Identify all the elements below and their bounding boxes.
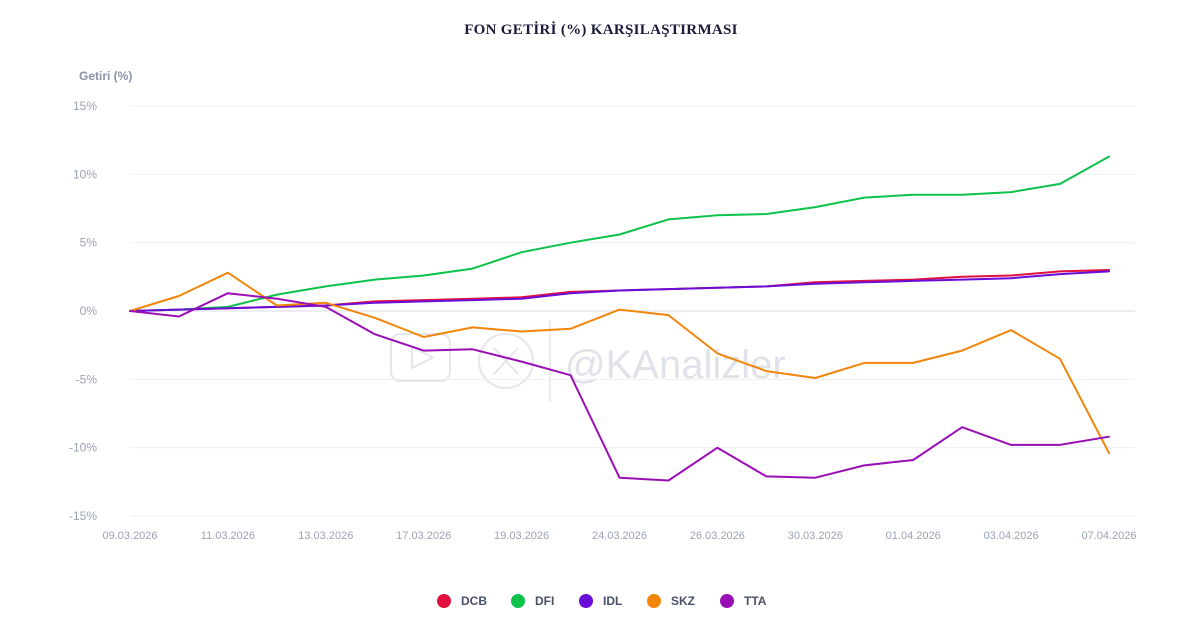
legend-marker-idl: [579, 594, 593, 608]
y-tick-label: -10%: [69, 441, 97, 455]
legend-label-skz[interactable]: SKZ: [671, 594, 695, 608]
legend-marker-tta: [720, 594, 734, 608]
legend-label-idl[interactable]: IDL: [603, 594, 622, 608]
legend-marker-dcb: [437, 594, 451, 608]
watermark-handle: @KAnalizler: [565, 343, 786, 387]
chart-title: FON GETİRİ (%) KARŞILAŞTIRMASI: [464, 21, 738, 38]
legend: DCB DFI IDL SKZ TTA: [437, 594, 767, 608]
y-axis-label: Getiri (%): [79, 69, 132, 83]
series-line-tta: [129, 292, 1110, 482]
x-tick-label: 13.03.2026: [298, 530, 353, 542]
x-tick-label: 03.04.2026: [984, 530, 1039, 542]
y-tick-label: 5%: [80, 236, 98, 250]
x-tick-label: 24.03.2026: [592, 530, 647, 542]
x-tick-label: 30.03.2026: [788, 530, 843, 542]
legend-marker-skz: [647, 594, 661, 608]
series-line-dfi: [129, 155, 1110, 312]
x-tick-label: 09.03.2026: [102, 530, 157, 542]
x-tick-label: 01.04.2026: [886, 530, 941, 542]
y-tick-label: -15%: [69, 509, 97, 523]
youtube-play-icon: [390, 333, 451, 382]
x-tick-label: 17.03.2026: [396, 530, 451, 542]
x-tick-label: 11.03.2026: [201, 530, 255, 542]
legend-label-dfi[interactable]: DFI: [535, 594, 554, 608]
series-line-skz: [129, 271, 1110, 455]
x-logo-icon: [478, 333, 534, 389]
y-tick-label: 10%: [73, 167, 97, 181]
y-tick-label: 0%: [80, 304, 98, 318]
legend-label-tta[interactable]: TTA: [744, 594, 767, 608]
x-tick-label: 19.03.2026: [494, 530, 549, 542]
legend-label-dcb[interactable]: DCB: [461, 594, 487, 608]
series-line-idl: [129, 270, 1110, 312]
y-tick-label: -5%: [76, 372, 98, 386]
x-tick-label: 07.04.2026: [1081, 530, 1136, 542]
legend-marker-dfi: [511, 594, 525, 608]
y-tick-label: 15%: [73, 99, 97, 113]
x-tick-label: 26.03.2026: [690, 530, 745, 542]
